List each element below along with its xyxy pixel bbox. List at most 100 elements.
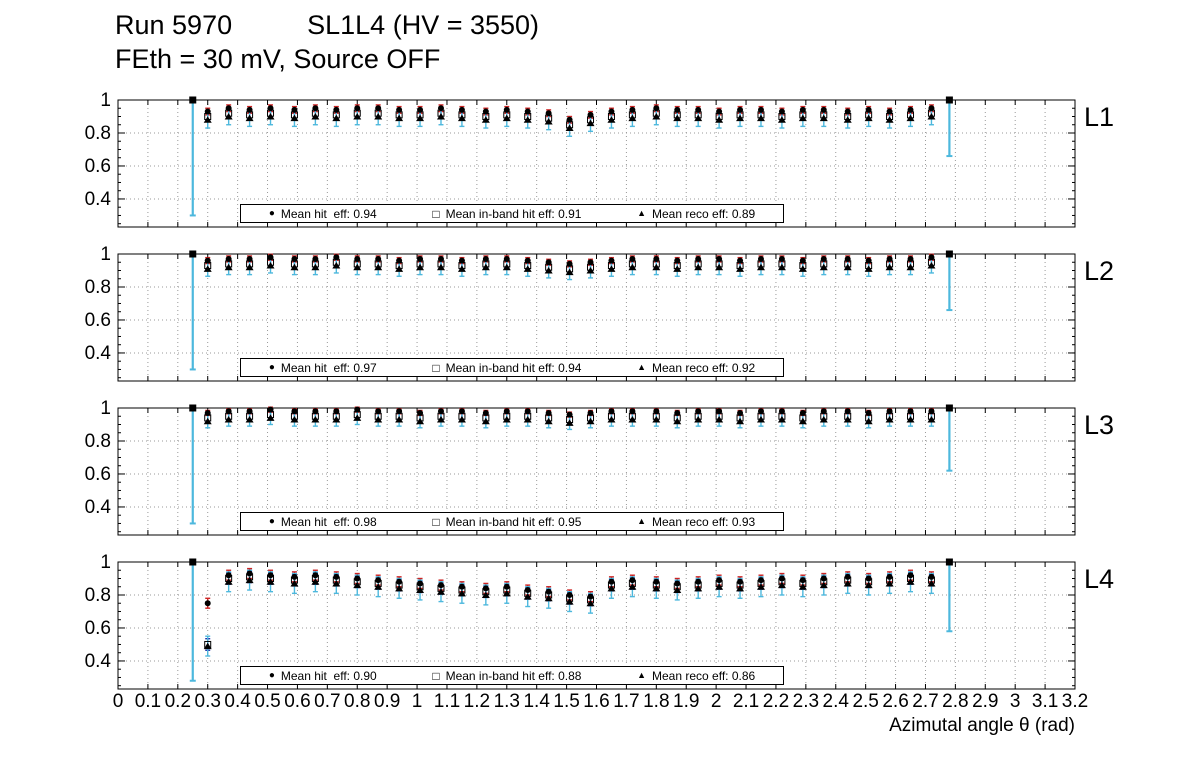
markers [203,254,936,276]
open-square-icon: □ [432,206,440,221]
svg-text:0.4: 0.4 [85,189,112,210]
x-tick-label: 2.7 [912,691,939,712]
reco-marker [481,417,490,425]
legend-entry-reco: ▲ Mean reco eff: 0.93 [637,515,755,529]
reco-marker [843,263,852,271]
y-axis-tick-labels: 1 0.8 0.6 0.4 [85,92,112,210]
legend-l4: ● Mean hit eff: 0.90 □ Mean in-band hit ef… [240,666,784,685]
svg-text:0.6: 0.6 [85,618,111,639]
reco-marker [224,112,233,120]
reco-marker [374,263,383,271]
legend-text-inband: Mean in-band hit eff: 0.95 [445,514,582,529]
reco-marker [798,417,807,425]
reco-marker [652,416,661,423]
filled-triangle-icon: ▲ [637,362,646,372]
plot-canvas-l1: 1 0.8 0.6 0.4 [85,92,1076,228]
reco-marker [457,589,466,597]
markers [203,570,936,650]
svg-text:1: 1 [100,400,111,419]
run-label: Run 5970 [115,10,233,40]
x-tick-label: 0.7 [314,691,341,712]
reco-marker [819,416,828,423]
reco-marker [885,263,894,271]
reco-marker [694,416,703,423]
reco-marker [715,416,724,423]
reco-marker [395,114,404,122]
reco-marker [266,414,275,421]
reco-marker [864,265,873,272]
reco-marker [416,263,425,271]
y-axis-tick-labels: 1 0.8 0.6 0.4 [85,554,112,672]
reco-marker [906,416,915,423]
legend-text-hit: Mean hit eff: 0.97 [280,360,377,375]
x-tick-label: 2.6 [882,691,909,712]
legend-entry-reco: ▲ Mean reco eff: 0.92 [637,361,755,375]
reco-marker [544,594,553,602]
panel-label-l3: L3 [1084,410,1115,440]
x-tick-label: 1.6 [583,691,610,712]
reco-marker [224,263,233,271]
reco-marker [673,114,682,122]
reco-marker [819,581,828,589]
axis-ticks [117,407,1076,535]
legend-text-inband: Mean in-band hit eff: 0.91 [445,206,582,221]
plot-title-line2: FEth = 30 mV, Source OFF [115,44,441,74]
svg-text:0.6: 0.6 [85,310,111,331]
reco-marker [864,114,873,122]
x-tick-label: 0 [112,691,124,712]
reco-marker [798,114,807,122]
reco-marker [544,417,553,425]
reco-marker [353,414,362,421]
reco-marker [756,583,765,590]
reco-marker [927,262,936,269]
x-tick-label: 1.8 [643,691,670,712]
reco-marker [311,263,320,271]
y-axis-tick-labels: 1 0.8 0.6 0.4 [85,400,112,518]
svg-text:1: 1 [100,92,111,111]
reco-marker [266,262,275,269]
markers [203,406,936,426]
reco-marker [290,579,299,587]
reco-marker [332,579,341,587]
hit-marker [204,600,211,607]
svg-text:0.4: 0.4 [85,651,112,672]
x-tick-label: 1.2 [463,691,491,712]
reco-marker [544,266,553,274]
edge-points [189,96,953,217]
reco-marker [436,263,445,271]
legend-l1: ● Mean hit eff: 0.94 □ Mean in-band hit ef… [240,204,784,223]
reco-marker [864,417,873,425]
x-tick-label: 2.3 [792,691,820,712]
svg-text:0.6: 0.6 [85,156,111,177]
reco-marker [798,265,807,272]
reco-marker [523,116,532,123]
x-tick-label: 1.5 [553,691,580,712]
reco-marker [224,416,233,423]
legend-entry-hit: ● Mean hit eff: 0.94 [269,207,377,221]
reco-marker [290,114,299,122]
open-square-icon: □ [432,668,440,683]
reco-marker [736,584,745,592]
svg-text:0.4: 0.4 [85,497,112,518]
legend-l3: ● Mean hit eff: 0.98 □ Mean in-band hit ef… [240,512,784,531]
reco-marker [927,416,936,423]
x-axis-tick-labels: 0 0.1 0.2 0.3 0.4 0.5 0.6 0.7 0.8 0.9 1 1.1 1.2 1.3 1.… [0,691,1196,713]
reco-marker [436,112,445,120]
reco-marker [374,112,383,120]
reco-marker [395,265,404,272]
reco-marker [756,263,765,271]
reco-marker [652,263,661,271]
reco-marker [353,581,362,589]
legend-entry-inband: □ Mean in-band hit eff: 0.95 [432,515,581,529]
reco-marker [906,263,915,271]
reco-marker [756,114,765,122]
reco-marker [843,579,852,587]
reco-marker [819,263,828,271]
reco-marker [885,116,894,123]
legend-text-hit: Mean hit eff: 0.98 [280,514,377,529]
svg-text:1: 1 [100,554,111,573]
legend-entry-inband: □ Mean in-band hit eff: 0.94 [432,361,581,375]
edge-points [189,404,953,525]
reco-marker [565,124,574,132]
